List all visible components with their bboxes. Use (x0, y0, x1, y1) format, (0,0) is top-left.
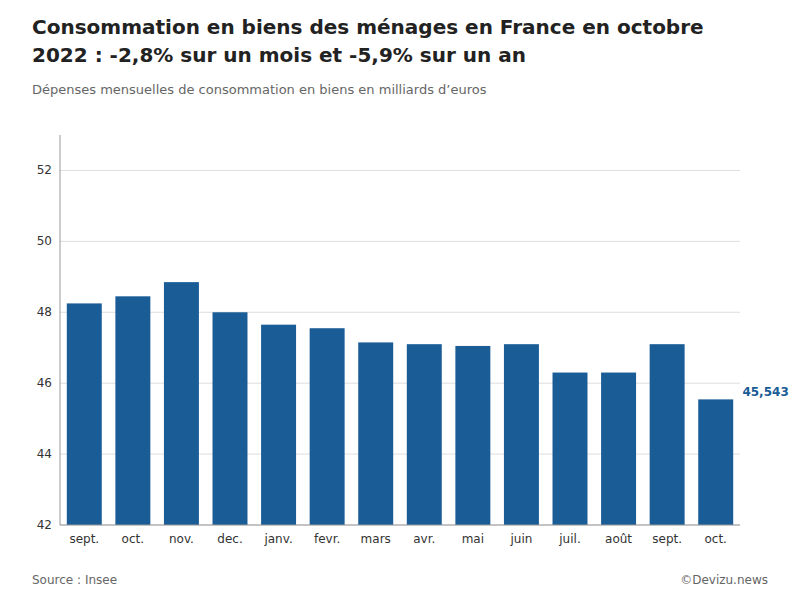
y-grid (60, 170, 740, 525)
annotation: 45,543 (742, 385, 788, 399)
y-tick-label: 44 (37, 447, 52, 461)
y-tick-label: 42 (37, 518, 52, 532)
bar (358, 342, 393, 525)
bar (164, 282, 199, 525)
y-tick-label: 50 (37, 234, 52, 248)
x-tick-label: dec. (217, 532, 242, 546)
x-tick-label: janv. (263, 532, 292, 546)
chart-svg: Consommation en biens des ménages en Fra… (0, 0, 800, 600)
x-tick-label: sept. (69, 532, 99, 546)
x-tick-label: oct. (704, 532, 726, 546)
y-axis-line (60, 135, 61, 525)
x-tick-label: août (605, 532, 632, 546)
bar (601, 373, 636, 525)
source: Source : Insee (32, 573, 117, 587)
copyright: ©Devizu.news (680, 573, 768, 587)
x-tick-label: juil. (558, 532, 580, 546)
x-tick-label: oct. (122, 532, 144, 546)
bar (504, 344, 539, 525)
x-tick-label: juin (509, 532, 532, 546)
chart-container: Consommation en biens des ménages en Fra… (0, 0, 800, 600)
bar (455, 346, 490, 525)
title: 2022 : -2,8% sur un mois et -5,9% sur un… (32, 43, 526, 67)
bar (213, 312, 248, 525)
bar (698, 399, 733, 525)
grid-line (60, 170, 740, 171)
grid-line (60, 383, 740, 384)
bar (553, 373, 588, 525)
grid-line (60, 525, 740, 526)
bar (67, 303, 102, 525)
bars (67, 282, 733, 525)
subtitle: Dépenses mensuelles de consommation en b… (32, 82, 487, 97)
title: Consommation en biens des ménages en Fra… (32, 15, 704, 39)
y-tick-label: 52 (37, 163, 52, 177)
x-tick-label: mars (361, 532, 391, 546)
x-tick-label: sept. (652, 532, 682, 546)
x-axis-line (60, 525, 740, 526)
bar (310, 328, 345, 525)
x-tick-label: mai (462, 532, 484, 546)
bar (650, 344, 685, 525)
y-tick-label: 48 (37, 305, 52, 319)
x-tick-label: avr. (413, 532, 435, 546)
grid-line (60, 312, 740, 313)
y-tick-label: 46 (37, 376, 52, 390)
x-tick-label: nov. (169, 532, 194, 546)
bar (261, 325, 296, 525)
grid-line (60, 454, 740, 455)
grid-line (60, 241, 740, 242)
x-tick-label: fevr. (314, 532, 340, 546)
bar (115, 296, 150, 525)
bar (407, 344, 442, 525)
